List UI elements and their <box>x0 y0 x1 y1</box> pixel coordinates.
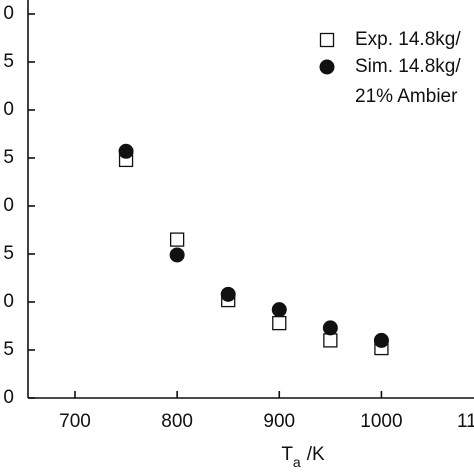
y-tick-label: 5 <box>3 339 14 360</box>
legend-marker <box>319 32 335 48</box>
y-tick-label: 5 <box>3 51 14 72</box>
data-point <box>373 332 389 348</box>
data-point <box>169 232 185 247</box>
x-label-sub: a <box>293 454 301 470</box>
data-point <box>118 143 134 159</box>
y-tick-label: 0 <box>3 99 14 120</box>
legend-label: Sim. 14.8kg/ <box>355 56 461 77</box>
x-tick-label: 11 <box>457 411 474 432</box>
y-tick-label: 0 <box>3 387 14 408</box>
data-point <box>220 286 236 302</box>
data-point <box>323 333 338 348</box>
y-tick-label: 0 <box>3 195 14 216</box>
y-tick-label: 5 <box>3 147 14 168</box>
y-tick-label: 0 <box>3 3 14 24</box>
y-tick-label: 5 <box>3 243 14 264</box>
x-label-main: T <box>281 444 293 465</box>
annotation: 21% Ambier <box>355 86 458 107</box>
legend-marker <box>319 59 335 75</box>
x-axis-label: Ta/K <box>281 444 325 470</box>
data-point <box>271 302 287 318</box>
x-label-unit: /K <box>307 444 325 465</box>
x-tick-label: 900 <box>263 411 295 432</box>
legend-label: Exp. 14.8kg/ <box>355 29 461 50</box>
data-point <box>272 315 287 331</box>
x-tick-label: 1000 <box>360 411 402 432</box>
x-tick-label: 700 <box>59 411 91 432</box>
data-point <box>322 320 338 336</box>
data-point <box>169 247 185 263</box>
x-tick-label: 800 <box>161 411 193 432</box>
y-tick-label: 0 <box>3 291 14 312</box>
